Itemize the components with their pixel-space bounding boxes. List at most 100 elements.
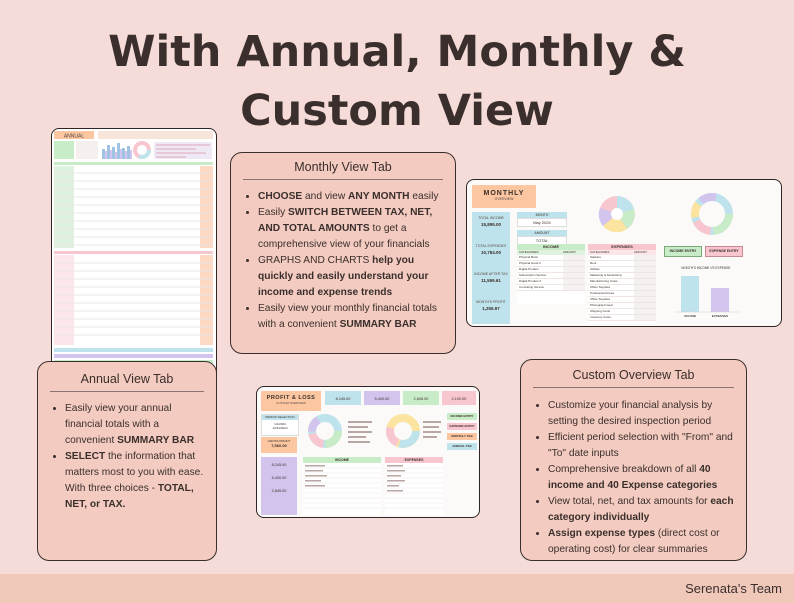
income-pie-chart (598, 196, 635, 233)
row-amount (563, 261, 585, 266)
row-amount (563, 279, 585, 284)
annual-view-card: Annual View Tab Easily view your annual … (37, 361, 217, 561)
row-amount (634, 273, 656, 278)
annual-bullet-item: Easily view your annual financial totals… (65, 401, 204, 449)
pl-income-table: INCOME (303, 457, 381, 515)
expense-entry-button[interactable]: EXPENSE ENTRY (705, 246, 743, 257)
income-table: INCOME CATEGORIES AMOUNT Physical Book Phy… (517, 244, 585, 304)
month-selector[interactable]: MONTH May 2024 (517, 212, 567, 230)
row-amount (634, 315, 656, 320)
pl-kpi-2: 5,400.00 (364, 391, 400, 405)
row-category: Consulting Service (519, 285, 545, 289)
bullet-text: 40 income and 40 Expense categories (548, 464, 718, 491)
bullet-text: SUMMARY BAR (339, 319, 417, 330)
row-amount (563, 267, 585, 272)
monthly-sheet-screenshot: MONTHLY OVERVIEW TOTAL INCOME 15,895.00 … (466, 179, 782, 327)
row-category: Marketing & Advertising (590, 273, 622, 277)
bar-label: EXPENSES (712, 314, 728, 318)
row-category: Digital Product (519, 267, 539, 271)
monthly-card-heading: Monthly View Tab (243, 160, 443, 180)
page-title-line-1: With Annual, Monthly & (108, 27, 686, 77)
row-category: Office Supplies (590, 285, 611, 289)
monthly-bullet-item: Easily SWITCH BETWEEN TAX, NET, AND TOTA… (258, 205, 443, 253)
table-row: Shipping Costs (588, 309, 656, 315)
row-amount (634, 285, 656, 290)
row-category: Rent (590, 261, 597, 265)
pl-period-selection[interactable]: PERIOD SELECTION 1/1/2024 12/31/2024 (261, 414, 299, 436)
row-category: Office Supplies (590, 297, 611, 301)
pl-gross-profit: GROSS PROFIT 7,560.00 (261, 437, 297, 453)
bullet-text: the information that matters most to you… (65, 451, 204, 494)
custom-bullet-list: Customize your financial analysis by set… (533, 398, 734, 558)
brand-name: Serenata's Team (685, 581, 782, 596)
pl-monthly-tab-button[interactable]: MONTHLY TAB (447, 433, 477, 440)
bullet-text: Assign expense types (548, 528, 656, 539)
pl-kpi-3: 2,845.00 (403, 391, 439, 405)
monthly-bullet-item: GRAPHS AND CHARTS help you quickly and e… (258, 253, 443, 301)
bullet-text: SUMMARY BAR (117, 435, 195, 446)
bullet-text: TOTAL, NET, or TAX. (65, 483, 194, 510)
custom-card-heading: Custom Overview Tab (533, 368, 734, 388)
bullet-text: and view (302, 191, 349, 202)
bullet-text: to get a comprehensive view of your fina… (258, 223, 430, 250)
table-row: Professional Fees (588, 291, 656, 297)
row-category: Manufacturing Costs (590, 279, 618, 283)
income-rows: Physical Book Physical Good 2 Digital Prod… (517, 255, 585, 291)
bullet-text: easily (409, 191, 439, 202)
row-amount (563, 273, 585, 278)
bullet-text: Efficient period selection with "From" a… (548, 432, 733, 459)
pl-annual-tab-button[interactable]: ANNUAL TAB (447, 443, 477, 450)
bullet-text: CHOOSE (258, 191, 303, 202)
pl-kpi-4: 2,100.00 (442, 391, 476, 405)
row-category: Shipping Costs (590, 309, 611, 313)
monthly-bullet-list: CHOOSE and view ANY MONTH easily Easily S… (243, 189, 443, 333)
income-entry-button[interactable]: INCOME ENTRY (664, 246, 702, 257)
bullet-text: Easily (258, 207, 289, 218)
row-category: Utilities (590, 267, 600, 271)
pl-income-donut (308, 414, 372, 448)
row-amount (563, 285, 585, 290)
annual-sheet-graphic: ANNUAL (54, 131, 213, 377)
row-amount (634, 303, 656, 308)
bar-expenses (711, 288, 729, 312)
table-row: Photograph Gear (588, 303, 656, 309)
table-row: Rent (588, 261, 656, 267)
custom-overview-card: Custom Overview Tab Customize your finan… (520, 359, 747, 561)
custom-bullet-item: Customize your financial analysis by set… (548, 398, 734, 430)
table-row: Marketing & Advertising (588, 273, 656, 279)
row-category: Inventory Costs (590, 315, 611, 319)
kpi-total-expenses: TOTAL EXPENSES 10,784.00 (475, 244, 507, 255)
row-amount (634, 297, 656, 302)
bullet-text: SWITCH BETWEEN TAX, NET, AND TOTAL AMOUN… (258, 207, 433, 234)
bar-label: INCOME (684, 314, 696, 318)
row-amount (634, 267, 656, 272)
table-row: Office Supplies (588, 297, 656, 303)
expense-table: EXPENSES CATEGORIES AMOUNT Salaries Rent Ut… (588, 244, 656, 324)
bullet-text: each category individually (548, 496, 734, 523)
row-category: Salaries (590, 255, 601, 259)
pl-expense-table: EXPENSES (385, 457, 443, 515)
annual-card-heading: Annual View Tab (50, 372, 204, 392)
row-category: Professional Fees (590, 291, 615, 295)
monthly-view-card: Monthly View Tab CHOOSE and view ANY MON… (230, 152, 456, 354)
table-row: Physical Good 2 (517, 261, 585, 267)
custom-bullet-item: Assign expense types (direct cost or ope… (548, 526, 734, 558)
pl-expense-entry-button[interactable]: EXPENSE ENTRY (447, 423, 477, 430)
bullet-text: SELECT (65, 451, 106, 462)
custom-bullet-item: View total, net, and tax amounts for eac… (548, 494, 734, 526)
row-amount (634, 261, 656, 266)
monthly-bullet-item: Easily view your monthly financial total… (258, 301, 443, 333)
row-amount (563, 255, 585, 260)
profit-loss-sheet-screenshot: PROFIT & LOSS CUSTOM OVERVIEW 8,245.00 5… (256, 386, 480, 518)
bar-income (681, 276, 699, 312)
bullet-text: Easily view your annual financial totals… (65, 403, 172, 446)
row-amount (634, 279, 656, 284)
pl-income-entry-button[interactable]: INCOME ENTRY (447, 413, 477, 420)
row-category: Physical Good 2 (519, 261, 541, 265)
pl-kpi-column: 8,245.00 5,400.00 2,845.00 (261, 457, 297, 515)
table-row: Salaries (588, 255, 656, 261)
table-row: Physical Book (517, 255, 585, 261)
page-title-line-2: Custom View (240, 86, 554, 136)
row-category: Subscription Service (519, 273, 547, 277)
bullet-text: ANY MONTH (348, 191, 410, 202)
